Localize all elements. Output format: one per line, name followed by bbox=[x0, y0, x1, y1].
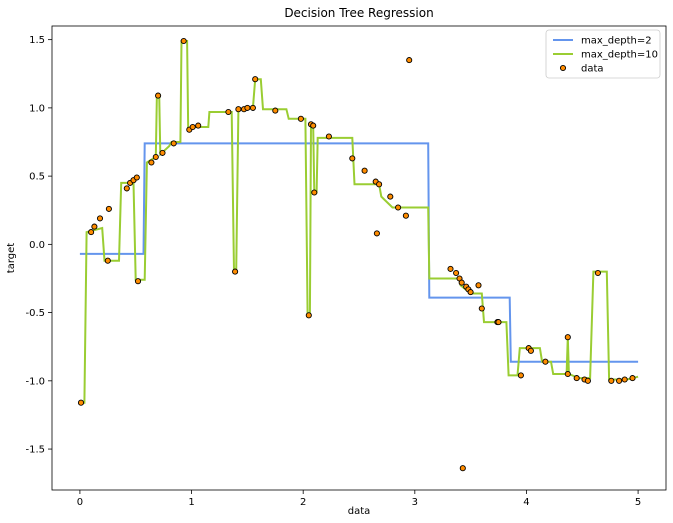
data-point-5 bbox=[105, 205, 112, 212]
legend-label-2: data bbox=[581, 64, 604, 75]
data-point-52 bbox=[478, 305, 485, 312]
data-point-60 bbox=[564, 370, 571, 378]
data-point-40 bbox=[395, 204, 402, 211]
y-tick-label: 0.0 bbox=[29, 240, 45, 251]
data-point-46 bbox=[458, 279, 465, 286]
data-point-1 bbox=[88, 229, 95, 236]
data-point-27 bbox=[272, 107, 279, 114]
data-point-4 bbox=[104, 257, 111, 264]
data-point-64 bbox=[594, 269, 601, 277]
x-tick-label: 5 bbox=[635, 497, 641, 508]
data-point-43 bbox=[447, 265, 454, 272]
data-point-47 bbox=[459, 465, 466, 472]
legend-label-0: max_depth=2 bbox=[581, 36, 652, 47]
data-point-6 bbox=[123, 185, 130, 192]
data-point-61 bbox=[573, 375, 580, 382]
data-point-44 bbox=[453, 269, 460, 277]
data-point-34 bbox=[349, 155, 356, 162]
x-axis-label: data bbox=[348, 506, 371, 517]
data-point-19 bbox=[195, 122, 202, 129]
y-tick-label: 1.5 bbox=[29, 35, 45, 46]
x-tick-label: 4 bbox=[523, 497, 529, 508]
data-point-12 bbox=[152, 153, 159, 161]
legend-marker-2 bbox=[559, 64, 567, 72]
data-point-25 bbox=[249, 104, 256, 111]
data-point-57 bbox=[527, 347, 534, 354]
data-point-33 bbox=[325, 133, 332, 140]
x-tick-label: 1 bbox=[188, 497, 194, 508]
data-point-68 bbox=[629, 375, 636, 382]
y-tick-label: -0.5 bbox=[25, 308, 45, 319]
data-point-3 bbox=[96, 215, 104, 222]
y-axis-label: target bbox=[6, 243, 17, 273]
y-tick-label: -1.0 bbox=[25, 376, 45, 387]
data-point-55 bbox=[517, 372, 524, 379]
x-tick-label: 2 bbox=[300, 497, 306, 508]
data-point-9 bbox=[133, 174, 140, 181]
data-point-26 bbox=[252, 76, 259, 83]
data-point-16 bbox=[180, 37, 187, 45]
data-point-37 bbox=[373, 230, 380, 237]
data-point-42 bbox=[406, 57, 413, 64]
data-point-41 bbox=[402, 212, 409, 219]
data-point-28 bbox=[297, 115, 304, 122]
x-tick-label: 0 bbox=[77, 497, 83, 508]
data-point-10 bbox=[134, 278, 142, 285]
data-point-51 bbox=[475, 282, 482, 289]
data-point-29 bbox=[305, 312, 312, 319]
plot-area bbox=[77, 37, 639, 472]
data-point-31 bbox=[310, 122, 317, 129]
y-tick-label: 0.5 bbox=[29, 172, 45, 183]
legend-label-1: max_depth=10 bbox=[581, 50, 658, 61]
data-point-66 bbox=[616, 377, 623, 384]
y-tick-label: -1.5 bbox=[25, 445, 45, 456]
x-tick-label: 3 bbox=[412, 497, 418, 508]
data-point-32 bbox=[311, 189, 318, 196]
data-point-59 bbox=[564, 334, 571, 341]
data-point-35 bbox=[361, 167, 368, 174]
data-point-38 bbox=[376, 181, 383, 188]
data-point-21 bbox=[232, 268, 239, 275]
plot-frame bbox=[51, 25, 667, 491]
data-point-50 bbox=[467, 289, 474, 296]
data-point-67 bbox=[621, 376, 628, 383]
data-point-22 bbox=[235, 106, 242, 113]
data-point-63 bbox=[584, 377, 591, 384]
data-point-39 bbox=[387, 193, 394, 200]
data-point-0 bbox=[77, 399, 85, 406]
data-point-11 bbox=[148, 159, 155, 166]
data-point-65 bbox=[608, 377, 615, 384]
data-point-14 bbox=[159, 149, 166, 156]
legend-box bbox=[545, 29, 661, 79]
chart-title: Decision Tree Regression bbox=[284, 6, 433, 20]
data-point-58 bbox=[542, 358, 549, 365]
data-point-2 bbox=[91, 223, 98, 230]
data-point-24 bbox=[244, 104, 251, 111]
data-point-20 bbox=[225, 108, 232, 116]
y-tick-label: 1.0 bbox=[29, 103, 45, 114]
data-point-13 bbox=[155, 92, 162, 99]
axes: 0 1 2 3 4 5 -1.5 -1.0 -0.5 0.0 0.5 1.0 1.5 bbox=[25, 35, 641, 508]
data-point-54 bbox=[495, 319, 502, 326]
data-point-15 bbox=[170, 140, 177, 147]
data-point-18 bbox=[189, 123, 196, 131]
